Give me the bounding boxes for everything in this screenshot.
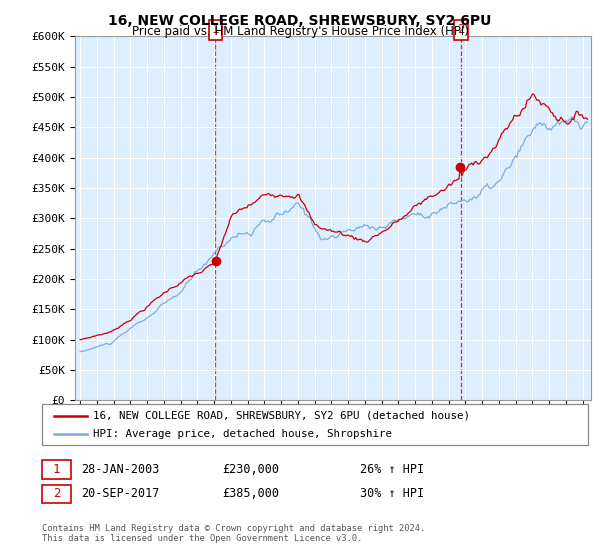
Text: 26% ↑ HPI: 26% ↑ HPI [360, 463, 424, 476]
Text: Price paid vs. HM Land Registry's House Price Index (HPI): Price paid vs. HM Land Registry's House … [131, 25, 469, 38]
Text: 1: 1 [212, 24, 219, 36]
Text: 30% ↑ HPI: 30% ↑ HPI [360, 487, 424, 501]
Text: 2: 2 [457, 24, 464, 36]
Text: £385,000: £385,000 [222, 487, 279, 501]
Text: Contains HM Land Registry data © Crown copyright and database right 2024.
This d: Contains HM Land Registry data © Crown c… [42, 524, 425, 543]
Text: £230,000: £230,000 [222, 463, 279, 476]
Text: HPI: Average price, detached house, Shropshire: HPI: Average price, detached house, Shro… [93, 429, 392, 438]
Text: 16, NEW COLLEGE ROAD, SHREWSBURY, SY2 6PU (detached house): 16, NEW COLLEGE ROAD, SHREWSBURY, SY2 6P… [93, 411, 470, 421]
Text: 28-JAN-2003: 28-JAN-2003 [81, 463, 160, 476]
Text: 1: 1 [53, 463, 60, 476]
Text: 20-SEP-2017: 20-SEP-2017 [81, 487, 160, 501]
Text: 16, NEW COLLEGE ROAD, SHREWSBURY, SY2 6PU: 16, NEW COLLEGE ROAD, SHREWSBURY, SY2 6P… [109, 14, 491, 28]
Text: 2: 2 [53, 487, 60, 501]
